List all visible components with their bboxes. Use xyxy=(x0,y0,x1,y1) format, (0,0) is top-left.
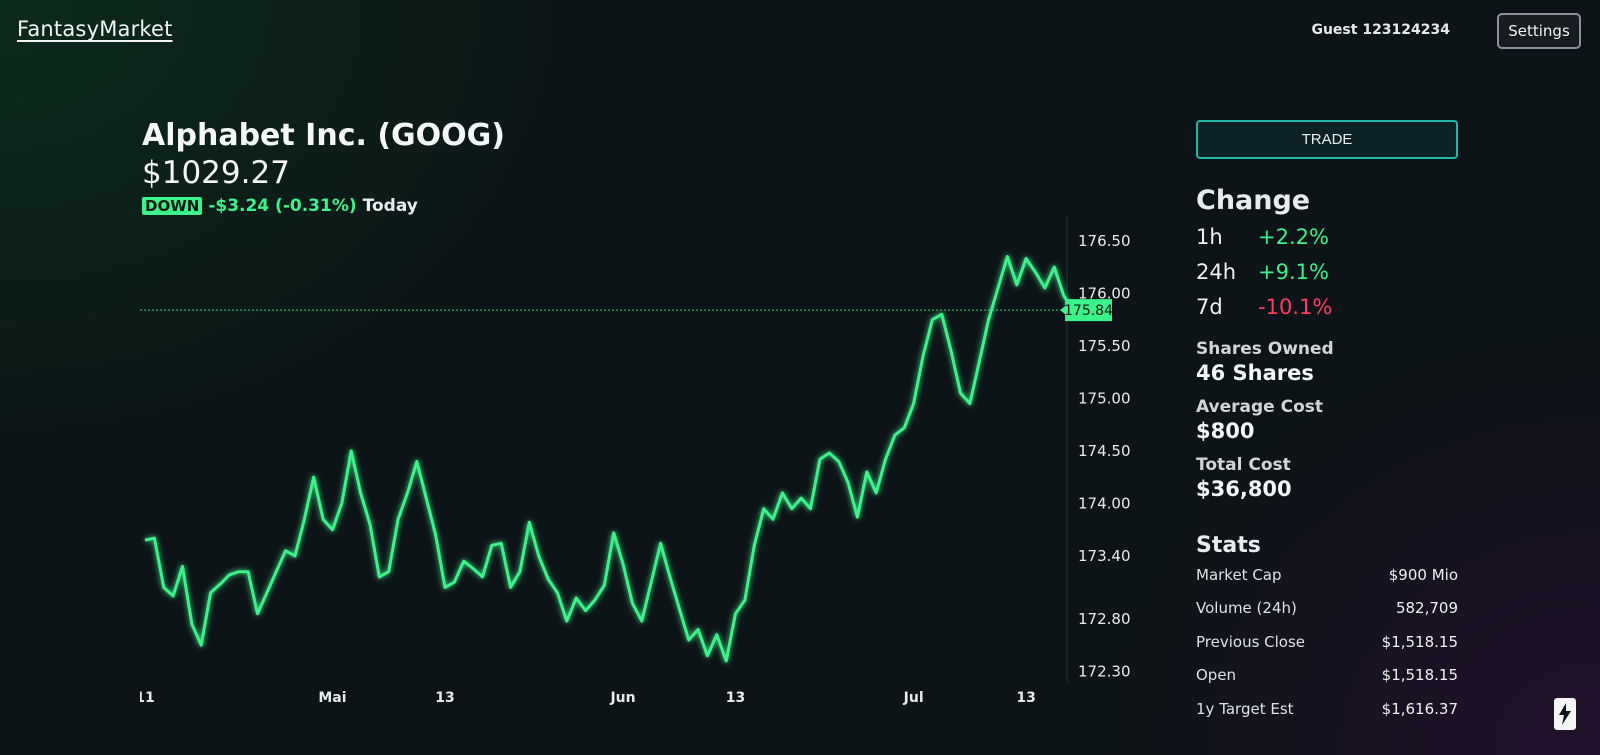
shares-owned-value: 46 Shares xyxy=(1196,361,1314,385)
stock-name: Alphabet Inc. (GOOG) xyxy=(142,118,506,153)
total-cost: Total Cost $36,800 xyxy=(1196,455,1458,501)
current-price-label: 175.84 xyxy=(1064,303,1113,319)
stats-row: Market Cap $900 Mio xyxy=(1196,558,1458,592)
y-tick-label: 172.80 xyxy=(1078,610,1131,628)
stats-value: 582,709 xyxy=(1395,599,1458,618)
y-tick-label: 176.00 xyxy=(1078,284,1131,302)
stats-value: $1,518.15 xyxy=(1381,666,1458,685)
daily-change: DOWN -$3.24 (-0.31%) Today xyxy=(142,196,418,216)
average-cost-label: Average Cost xyxy=(1196,397,1324,417)
settings-button[interactable]: Settings xyxy=(1497,13,1581,49)
stats-value: $900 Mio xyxy=(1388,565,1458,584)
change-row: 24h +9.1% xyxy=(1196,257,1458,286)
stats-label: Market Cap xyxy=(1196,565,1282,584)
lightning-bolt-icon[interactable] xyxy=(1554,698,1576,730)
y-tick-label: 176.50 xyxy=(1078,232,1131,250)
change-title: Change xyxy=(1196,185,1311,216)
y-tick-label: 174.50 xyxy=(1078,442,1131,460)
x-tick-label: 13 xyxy=(726,690,745,706)
stats-row: 1y Target Est $1,616.37 xyxy=(1196,692,1458,726)
x-tick-label: Jul xyxy=(903,690,924,706)
stats-row: Open $1,518.15 xyxy=(1196,659,1458,693)
current-price-tag-arrow xyxy=(1060,306,1065,315)
stats-label: Volume (24h) xyxy=(1196,599,1297,618)
y-tick-label: 175.00 xyxy=(1078,389,1131,407)
fantasymarket-logo[interactable]: FantasyMarket xyxy=(17,17,173,41)
change-period: 7d xyxy=(1196,294,1223,319)
stats-list: Market Cap $900 Mio Volume (24h) 582,709 Pre… xyxy=(1196,558,1458,726)
price-series-line xyxy=(144,255,1075,663)
x-tick-label: 11 xyxy=(140,690,155,706)
change-value: +2.2% xyxy=(1258,224,1329,249)
change-row: 7d -10.1% xyxy=(1196,292,1458,321)
stats-value: $1,616.37 xyxy=(1381,699,1458,718)
guest-user-label: Guest 123124234 xyxy=(1311,22,1450,38)
stats-row: Volume (24h) 582,709 xyxy=(1196,592,1458,626)
x-tick-label: Jun xyxy=(609,690,635,706)
direction-badge: DOWN xyxy=(142,197,203,215)
y-tick-label: 172.30 xyxy=(1078,662,1131,680)
stats-label: Previous Close xyxy=(1196,632,1306,651)
shares-owned-label: Shares Owned xyxy=(1196,339,1334,359)
total-cost-value: $36,800 xyxy=(1196,477,1292,501)
y-tick-label: 173.40 xyxy=(1078,547,1131,565)
daily-change-value: -$3.24 (-0.31%) xyxy=(208,196,357,216)
current-price-tag xyxy=(1065,299,1112,322)
stats-title: Stats xyxy=(1196,533,1261,558)
average-cost-value: $800 xyxy=(1196,419,1255,443)
x-tick-label: Mai xyxy=(318,690,346,706)
stats-row: Previous Close $1,518.15 xyxy=(1196,625,1458,659)
stock-price: $1029.27 xyxy=(142,155,290,191)
stats-label: Open xyxy=(1196,666,1237,685)
price-chart[interactable]: 176.50 176.00 175.50 175.00 174.50 174.00 173.… xyxy=(140,215,1140,715)
stats-value: $1,518.15 xyxy=(1381,632,1458,651)
y-tick-label: 174.00 xyxy=(1078,494,1131,512)
change-period: 24h xyxy=(1196,259,1237,284)
x-tick-label: 13 xyxy=(1016,690,1035,706)
sidebar-panel: TRADE Change 1h +2.2% 24h +9.1% 7d -10.1% Sha… xyxy=(1196,120,1458,726)
total-cost-label: Total Cost xyxy=(1196,455,1291,475)
shares-owned: Shares Owned 46 Shares xyxy=(1196,339,1458,385)
y-tick-label: 175.50 xyxy=(1078,337,1131,355)
change-value: +9.1% xyxy=(1258,259,1329,284)
daily-change-period: Today xyxy=(362,196,418,216)
stats-label: 1y Target Est xyxy=(1196,699,1294,718)
change-list: 1h +2.2% 24h +9.1% 7d -10.1% xyxy=(1196,222,1458,321)
change-row: 1h +2.2% xyxy=(1196,222,1458,251)
change-period: 1h xyxy=(1196,224,1223,249)
change-value: -10.1% xyxy=(1258,294,1333,319)
trade-button[interactable]: TRADE xyxy=(1196,120,1458,159)
x-tick-label: 13 xyxy=(435,690,454,706)
average-cost: Average Cost $800 xyxy=(1196,397,1458,443)
